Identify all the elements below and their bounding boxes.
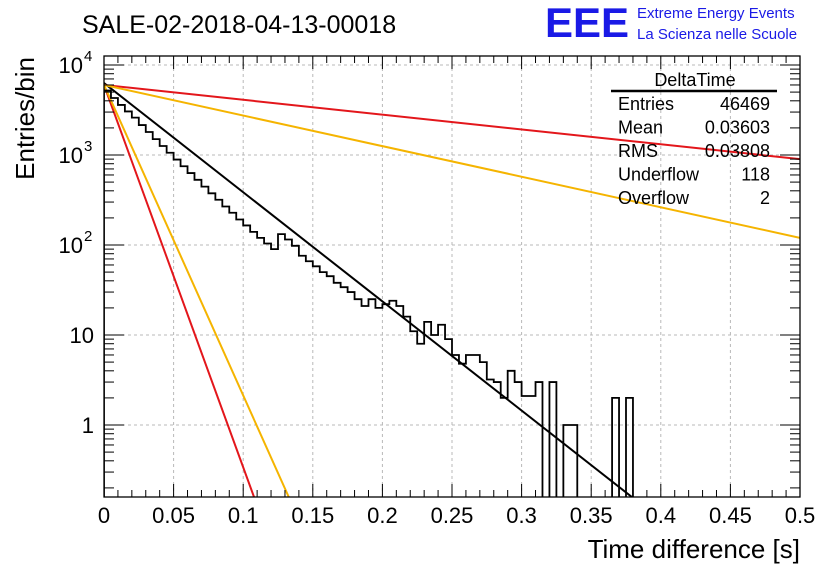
stats-row-value: 2 [760, 188, 770, 208]
x-tick-label: 0.1 [228, 503, 259, 528]
stats-row-label: Mean [618, 118, 663, 138]
eee-logo-mark: EEE [545, 0, 629, 46]
stats-box-rows: Entries 46469 Mean 0.03603 RMS 0.03808Underfl… [618, 94, 770, 208]
y-tick-label: 10 [59, 53, 83, 78]
y-tick-label: 10 [59, 143, 83, 168]
stats-row-value: 118 [741, 165, 770, 185]
logo-line-1: Extreme Energy Events [637, 5, 795, 22]
x-tick-label: 0.25 [431, 503, 474, 528]
fit-line [104, 83, 800, 239]
x-axis-label: Time difference [s] [588, 534, 800, 564]
fit-line [104, 83, 800, 161]
y-tick-label-exponent: 4 [84, 48, 92, 65]
fit-line [104, 84, 256, 497]
x-tick-label: 0.45 [709, 503, 752, 528]
y-tick-label-exponent: 2 [84, 228, 92, 245]
y-tick-label: 1 [82, 413, 94, 438]
x-tick-label: 0.15 [291, 503, 334, 528]
stats-row-value: 0.03808 [705, 141, 770, 161]
y-tick-label: 10 [70, 323, 94, 348]
stats-row-label: Underflow [618, 165, 700, 185]
x-tick-label: 0.35 [570, 503, 613, 528]
x-tick-label: 0.4 [646, 503, 677, 528]
x-axis: 0 0.05 0.1 0.15 0.2 0.25 0.3 0.35 0.4 0.45 0.5 [98, 56, 815, 528]
stats-row-value: 0.03603 [705, 118, 770, 138]
stats-row-label: Entries [618, 94, 674, 114]
stats-row-label: Overflow [618, 188, 690, 208]
chart-title: SALE-02-2018-04-13-00018 [82, 11, 396, 39]
stats-box: DeltaTime Entries 46469 Mean 0.03603 RMS 0.03… [611, 70, 777, 208]
y-tick-label: 10 [59, 233, 83, 258]
stats-box-title: DeltaTime [654, 70, 735, 90]
fit-line [104, 84, 290, 497]
fit-line [104, 82, 634, 497]
grid [104, 56, 800, 497]
stats-row-label: RMS [618, 141, 658, 161]
histogram [104, 89, 634, 497]
x-tick-label: 0.3 [506, 503, 537, 528]
y-tick-label-exponent: 3 [84, 138, 92, 155]
x-tick-label: 0.2 [367, 503, 398, 528]
x-tick-label: 0.5 [785, 503, 816, 528]
x-tick-label: 0 [98, 503, 110, 528]
y-axis-label: Entries/bin [10, 57, 40, 180]
stats-row-value: 46469 [720, 94, 770, 114]
fit-lines [104, 82, 800, 497]
logo-line-2: La Scienza nelle Scuole [637, 26, 797, 43]
histogram-outline [104, 89, 634, 497]
x-tick-label: 0.05 [152, 503, 195, 528]
